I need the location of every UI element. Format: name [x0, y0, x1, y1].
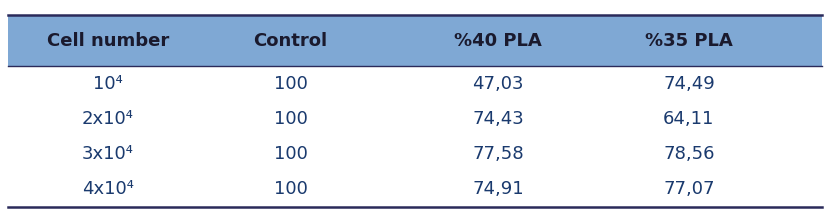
FancyBboxPatch shape [8, 15, 822, 66]
Text: 64,11: 64,11 [663, 110, 715, 128]
Text: 100: 100 [274, 145, 307, 163]
Text: %40 PLA: %40 PLA [454, 32, 542, 50]
Text: 10⁴: 10⁴ [93, 75, 123, 93]
Text: 100: 100 [274, 180, 307, 198]
Text: 2x10⁴: 2x10⁴ [82, 110, 134, 128]
Text: 4x10⁴: 4x10⁴ [82, 180, 134, 198]
Text: 74,91: 74,91 [472, 180, 524, 198]
Text: 74,43: 74,43 [472, 110, 524, 128]
Text: 100: 100 [274, 75, 307, 93]
Text: 3x10⁴: 3x10⁴ [82, 145, 134, 163]
Text: 47,03: 47,03 [472, 75, 524, 93]
Text: 74,49: 74,49 [663, 75, 715, 93]
Text: Cell number: Cell number [46, 32, 169, 50]
Text: 100: 100 [274, 110, 307, 128]
Text: Control: Control [253, 32, 328, 50]
Text: %35 PLA: %35 PLA [645, 32, 733, 50]
Text: 77,07: 77,07 [663, 180, 715, 198]
Text: 78,56: 78,56 [663, 145, 715, 163]
Text: 77,58: 77,58 [472, 145, 524, 163]
